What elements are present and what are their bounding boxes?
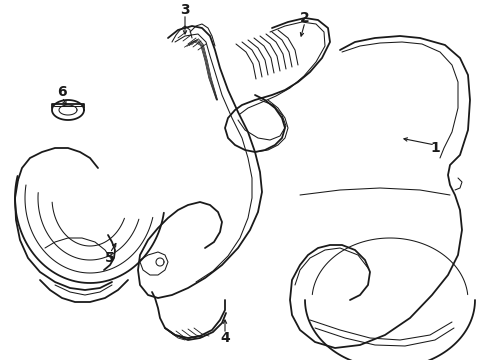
Text: 5: 5 [105,251,115,265]
Text: 3: 3 [180,3,190,17]
Text: 1: 1 [430,141,440,155]
Text: 2: 2 [300,11,310,25]
Text: 6: 6 [57,85,67,99]
Text: 4: 4 [220,331,230,345]
